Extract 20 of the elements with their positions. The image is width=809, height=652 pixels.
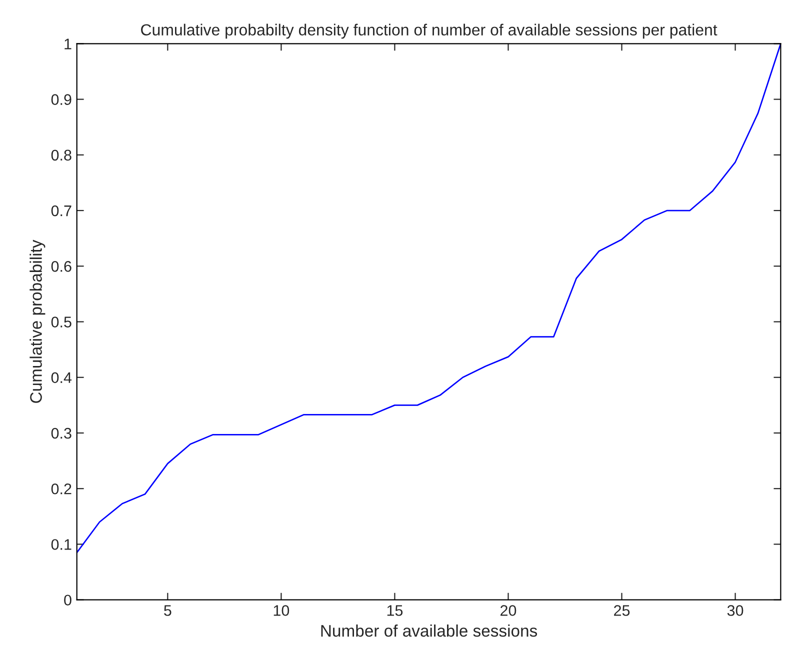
- x-tick-label: 5: [164, 605, 172, 616]
- x-axis-title: Number of available sessions: [321, 624, 538, 637]
- y-tick-label: 0.3: [51, 428, 72, 439]
- y-tick-label: 0.7: [51, 205, 72, 216]
- y-tick-label: 0.5: [51, 316, 72, 328]
- y-tick-label: 1: [64, 38, 72, 50]
- y-tick-label: 0.9: [51, 94, 72, 105]
- y-tick-label: 0.4: [51, 372, 72, 384]
- chart-title: Cumulative probabilty density function of number of available sessions per patient: [141, 24, 718, 39]
- x-tick-label: 30: [727, 605, 744, 616]
- y-tick-label: 0.6: [51, 261, 72, 272]
- y-tick-label: 0.1: [51, 539, 72, 550]
- y-tick-label: 0.8: [51, 150, 72, 161]
- x-tick-label: 25: [614, 605, 630, 616]
- y-tick-label: 0.2: [51, 483, 72, 494]
- x-tick-label: 15: [387, 605, 403, 616]
- x-tick-label: 20: [500, 605, 516, 616]
- y-tick-label: 0: [64, 594, 72, 606]
- x-tick-label: 10: [274, 605, 290, 616]
- y-axis-title: Cumulative probability: [30, 240, 46, 403]
